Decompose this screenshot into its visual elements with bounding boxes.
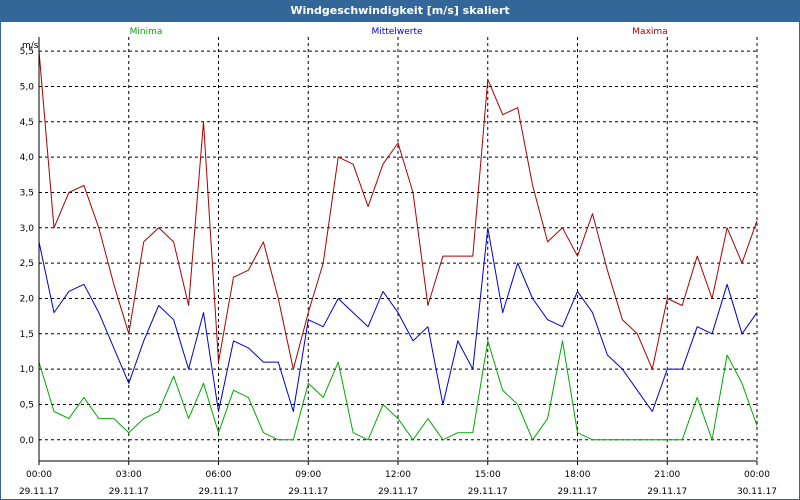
y-tick-label: 2,0 — [20, 294, 35, 304]
x-tick-label-date: 29.11.17 — [288, 487, 328, 497]
legend-entry-minima: Minima — [130, 27, 163, 37]
x-tick-label-date: 29.11.17 — [557, 487, 597, 497]
chart-title: Windgeschwindigkeit [m/s] skaliert — [0, 0, 800, 22]
x-tick-label-time: 03:00 — [116, 470, 142, 480]
series-line-minima — [38, 340, 758, 441]
legend-entry-mittel: Mittelwerte — [371, 27, 422, 37]
series-line-mittel — [38, 227, 758, 412]
x-tick-label-date: 29.11.17 — [468, 487, 508, 497]
x-tick-label-time: 12:00 — [385, 470, 411, 480]
axes — [38, 37, 758, 465]
y-tick-label: 1,0 — [20, 365, 35, 375]
grid-lines — [38, 37, 758, 461]
y-tick-label: 3,5 — [20, 188, 34, 198]
y-tick-label: 4,0 — [20, 153, 35, 163]
y-tick-label: 0,5 — [20, 400, 34, 410]
x-tick-label-time: 06:00 — [206, 470, 232, 480]
x-tick-label-date: 29.11.17 — [109, 487, 149, 497]
y-tick-label: 5,0 — [20, 82, 35, 92]
legend: Minima Mittelwerte Maxima — [130, 27, 668, 37]
x-tick-label-time: 00:00 — [26, 470, 52, 480]
y-tick-label: 2,5 — [20, 259, 34, 269]
x-tick-label-time: 15:00 — [475, 470, 501, 480]
x-tick-label-time: 18:00 — [565, 470, 591, 480]
y-axis-label: m/s — [22, 41, 39, 51]
y-tick-label: 3,0 — [20, 224, 35, 234]
series-line-maxima — [38, 51, 758, 370]
y-tick-label: 1,5 — [20, 330, 34, 340]
series-lines — [38, 51, 758, 441]
x-tick-label-date: 30.11.17 — [737, 487, 777, 497]
x-tick-label-date: 29.11.17 — [198, 487, 238, 497]
x-tick-label-time: 09:00 — [295, 470, 321, 480]
x-tick-label-date: 29.11.17 — [647, 487, 687, 497]
y-tick-label: 5,5 — [20, 47, 34, 57]
tick-labels: 0,0 0,5 1,0 1,5 2,0 2,5 3,0 3,5 4,0 4,5 5,0 5,5m/s 0… — [19, 41, 777, 497]
x-tick-label-time: 21:00 — [654, 470, 680, 480]
x-tick-label-date: 29.11.17 — [19, 487, 59, 497]
legend-entry-maxima: Maxima — [632, 27, 667, 37]
y-tick-label: 4,5 — [20, 118, 34, 128]
x-tick-label-date: 29.11.17 — [378, 487, 418, 497]
x-tick-label-time: 00:00 — [744, 470, 770, 480]
y-tick-label: 0,0 — [20, 436, 35, 446]
